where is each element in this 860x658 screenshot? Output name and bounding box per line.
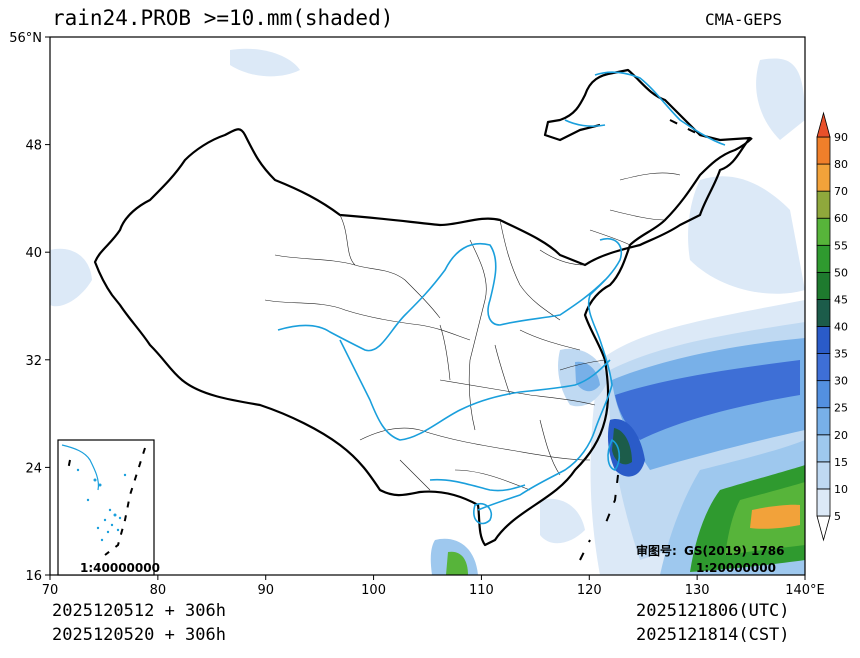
- lon-tick-label: 100: [361, 583, 386, 598]
- shade-scs-green: [446, 551, 468, 575]
- shade-north-patch: [230, 48, 300, 77]
- colorbar-segment: [816, 326, 831, 354]
- lat-tick-label: 40: [25, 246, 42, 261]
- colorbar-segment: [816, 136, 831, 165]
- colorbar-segment: [816, 353, 831, 382]
- east-coast: [477, 238, 622, 511]
- colorbar-segment: [816, 380, 831, 409]
- map-scale-label: 1:20000000: [696, 561, 776, 575]
- colorbar-level-label: 40: [834, 321, 848, 334]
- valid-time-utc: 2025121806(UTC): [636, 601, 790, 621]
- colorbar-level-label: 10: [834, 483, 848, 496]
- shade-scs-patch2: [540, 498, 585, 544]
- colorbar-level-label: 50: [834, 266, 848, 279]
- inset-scale-label: 1:40000000: [80, 561, 160, 575]
- colorbar-segment: [816, 163, 831, 192]
- lat-tick-label: 56°N: [9, 31, 42, 46]
- shade-east-sea-dark: [615, 360, 800, 440]
- colorbar-level-label: 35: [834, 348, 848, 361]
- china-border: [93, 68, 753, 547]
- lat-tick-label: 24: [25, 461, 42, 476]
- colorbar-segment: [816, 190, 831, 219]
- valid-time-cst: 2025121814(CST): [636, 625, 790, 645]
- probability-shading: [50, 48, 805, 575]
- yellow-river: [277, 243, 606, 352]
- colorbar-segment: [816, 271, 831, 300]
- init-time-cst: 2025120520 + 306h: [52, 625, 226, 645]
- maritime-dash-lines: [579, 119, 701, 561]
- colorbar-max-triangle: [816, 111, 831, 138]
- colorbar-level-label: 20: [834, 429, 848, 442]
- lon-tick-label: 80: [150, 583, 167, 598]
- colorbar-level-label: 70: [834, 185, 848, 198]
- colorbar-level-label: 45: [834, 293, 848, 306]
- hainan-island: [473, 502, 493, 525]
- colorbar-segment: [816, 488, 831, 517]
- shade-taiwan-core: [612, 428, 632, 465]
- shade-ne-patch2: [688, 176, 805, 294]
- colorbar-segment: [816, 244, 831, 273]
- shade-west-patch: [50, 248, 92, 307]
- colorbar-segment: [816, 434, 831, 463]
- colorbar: 5 10 15 20 25 30 35 40 45 50 55 60 70 80 90: [816, 111, 848, 542]
- lon-tick-label: 70: [42, 583, 59, 598]
- lat-tick-label: 32: [25, 354, 42, 369]
- lon-tick-label: 130: [685, 583, 710, 598]
- pearl-river: [429, 478, 526, 492]
- init-time-utc: 2025120512 + 306h: [52, 601, 226, 621]
- province-boundaries: [264, 172, 681, 491]
- review-number: GS(2019) 1786: [684, 544, 784, 558]
- south-china-sea-inset: 1:40000000: [57, 439, 160, 576]
- lon-tick-label: 120: [577, 583, 602, 598]
- colorbar-level-label: 5: [834, 510, 841, 523]
- colorbar-level-label: 60: [834, 212, 848, 225]
- rivers-and-coast: [277, 71, 726, 525]
- colorbar-level-label: 55: [834, 239, 848, 252]
- colorbar-min-triangle: [816, 515, 831, 542]
- colorbar-segment: [816, 217, 831, 246]
- colorbar-level-label: 15: [834, 456, 848, 469]
- model-source-label: CMA-GEPS: [705, 10, 783, 29]
- yangtze-river: [339, 339, 611, 441]
- latitude-ticks: 56°N 48 40 32 24 16: [9, 31, 50, 584]
- colorbar-level-label: 80: [834, 158, 848, 171]
- colorbar-segment: [816, 407, 831, 436]
- chart-title: rain24.PROB >=10.mm(shaded): [52, 6, 394, 30]
- ne-river: [564, 119, 606, 127]
- colorbar-segment: [816, 299, 831, 327]
- amur-river: [594, 71, 726, 146]
- shade-ne-patch: [756, 58, 805, 140]
- colorbar-segment: [816, 461, 831, 490]
- plot-frame: [49, 36, 806, 576]
- colorbar-level-label: 30: [834, 375, 848, 388]
- colorbar-level-label: 25: [834, 402, 848, 415]
- longitude-ticks: 70 80 90 100 110 120 130 140°E: [42, 575, 825, 598]
- review-label: 审图号:: [636, 543, 677, 558]
- taiwan-island: [607, 439, 621, 471]
- colorbar-level-label: 90: [834, 131, 848, 144]
- lat-tick-label: 16: [25, 569, 42, 584]
- lat-tick-label: 48: [25, 139, 42, 154]
- lon-tick-label: 90: [257, 583, 274, 598]
- lon-tick-label: 140°E: [785, 583, 825, 598]
- lon-tick-label: 110: [469, 583, 494, 598]
- shade-yangtze-patch2: [575, 361, 600, 392]
- shade-pacific-orange: [750, 504, 800, 529]
